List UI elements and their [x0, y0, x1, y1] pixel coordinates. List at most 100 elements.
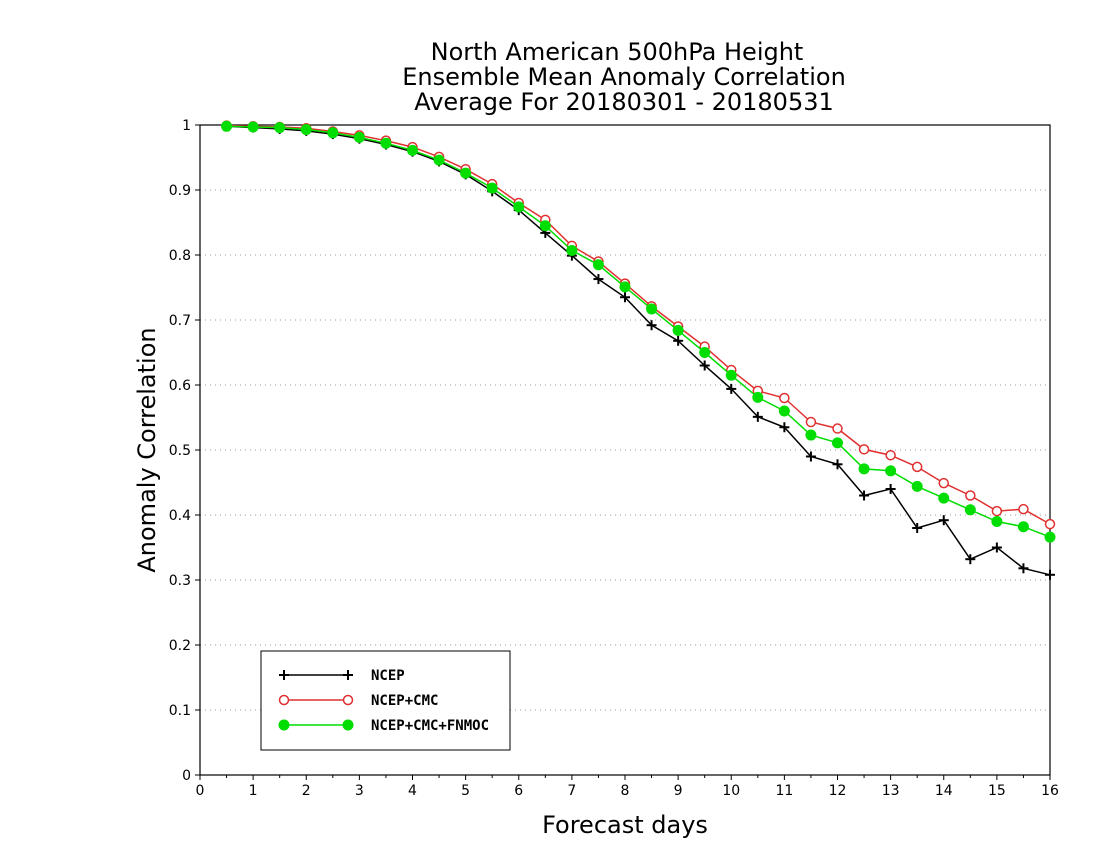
x-tick-label: 2 — [302, 783, 311, 799]
y-tick-label: 0.1 — [169, 703, 191, 719]
y-tick-label: 0.8 — [169, 248, 191, 264]
x-tick-label: 8 — [621, 783, 630, 799]
legend-marker — [278, 719, 290, 731]
y-tick-label: 1 — [182, 118, 191, 134]
legend-marker — [342, 719, 354, 731]
legend: NCEP NCEP+CMC NCEP+CMC+FNMOC — [260, 650, 511, 751]
data-point — [991, 505, 1003, 517]
data-point — [221, 120, 233, 132]
legend-entry: NCEP+CMC — [278, 693, 438, 709]
data-point — [912, 523, 923, 533]
data-point — [1044, 518, 1056, 530]
data-point — [859, 490, 870, 501]
data-point — [1018, 503, 1029, 515]
data-point — [486, 182, 498, 194]
data-point — [752, 391, 764, 403]
chart-title: North American 500hPa Height Ensemble Me… — [402, 38, 846, 116]
data-point — [938, 492, 950, 504]
legend-marker — [342, 694, 354, 706]
data-point — [752, 411, 763, 422]
x-tick-label: 9 — [674, 783, 683, 799]
legend-marker — [278, 694, 290, 706]
y-axis-label: Anomaly Correlation — [133, 327, 161, 572]
data-point — [672, 324, 684, 336]
data-point — [1044, 531, 1056, 543]
y-tick-label: 0 — [182, 768, 191, 784]
series-1 — [221, 120, 1056, 530]
data-point — [991, 516, 1003, 527]
series-lines — [221, 120, 1056, 580]
x-tick-label: 13 — [882, 783, 900, 799]
x-axis-label: Forecast days — [542, 811, 708, 839]
y-tick-label: 0.6 — [169, 378, 191, 394]
data-point — [513, 201, 525, 213]
x-tick-label: 1 — [249, 783, 258, 799]
data-point — [779, 422, 790, 433]
grid-lines — [200, 189, 1050, 711]
data-point — [726, 383, 737, 394]
data-point — [619, 281, 631, 293]
data-point — [673, 335, 684, 346]
data-point — [885, 465, 897, 477]
x-tick-label: 0 — [196, 783, 205, 799]
data-point — [778, 405, 790, 417]
data-point — [885, 449, 896, 461]
title-line-2: Ensemble Mean Anomaly Correlation — [402, 63, 846, 91]
y-tick-label: 0.9 — [169, 183, 191, 199]
data-point — [460, 167, 472, 179]
data-point — [832, 437, 843, 449]
series-line — [226, 125, 1051, 538]
x-tick-label: 12 — [829, 783, 847, 799]
data-point — [725, 369, 737, 381]
data-point — [832, 423, 843, 434]
data-point — [247, 121, 259, 133]
series-2 — [221, 120, 1056, 543]
data-point — [938, 515, 949, 526]
series-line — [226, 125, 1051, 576]
data-point — [964, 504, 976, 516]
data-point — [646, 320, 657, 331]
legend-marker — [279, 670, 289, 680]
data-point — [646, 303, 658, 315]
data-point — [1017, 521, 1029, 533]
title-line-3: Average For 20180301 - 20180531 — [414, 88, 834, 116]
series-line — [226, 124, 1051, 525]
data-point — [858, 463, 870, 475]
x-tick-label: 11 — [775, 783, 793, 799]
x-tick-label: 6 — [514, 783, 523, 799]
legend-marker — [343, 670, 353, 680]
legend-entry: NCEP+CMC+FNMOC — [278, 718, 489, 734]
data-point — [991, 542, 1002, 553]
title-line-1: North American 500hPa Height — [431, 38, 804, 66]
x-tick-label: 15 — [988, 783, 1006, 799]
data-point — [592, 259, 604, 271]
y-tick-label: 0.5 — [169, 443, 191, 459]
y-tick-label: 0.3 — [169, 573, 191, 589]
data-point — [593, 274, 604, 285]
data-point — [938, 477, 949, 489]
data-point — [620, 292, 630, 303]
x-tick-label: 14 — [935, 783, 953, 799]
x-tick-label: 16 — [1041, 783, 1059, 799]
legend-label: NCEP+CMC — [371, 693, 438, 709]
x-tick-label: 4 — [408, 783, 417, 799]
legend-label: NCEP+CMC+FNMOC — [371, 718, 489, 734]
data-point — [566, 244, 578, 256]
data-point — [805, 451, 816, 462]
data-point — [779, 392, 790, 404]
data-point — [1018, 563, 1029, 574]
legend-entry: NCEP — [279, 668, 405, 684]
data-point — [911, 480, 923, 492]
x-tick-label: 7 — [567, 783, 576, 799]
series-0 — [221, 121, 1055, 580]
data-point — [274, 122, 286, 134]
data-point — [805, 416, 817, 428]
y-tick-label: 0.4 — [169, 508, 191, 524]
data-point — [1045, 569, 1055, 580]
x-tick-labels: 0 1 2 3 4 5 6 7 8 9 10 11 12 13 14 15 16 — [196, 783, 1059, 799]
x-tick-label: 3 — [355, 783, 364, 799]
data-point — [965, 554, 976, 565]
data-point — [433, 154, 445, 166]
data-point — [699, 347, 711, 358]
